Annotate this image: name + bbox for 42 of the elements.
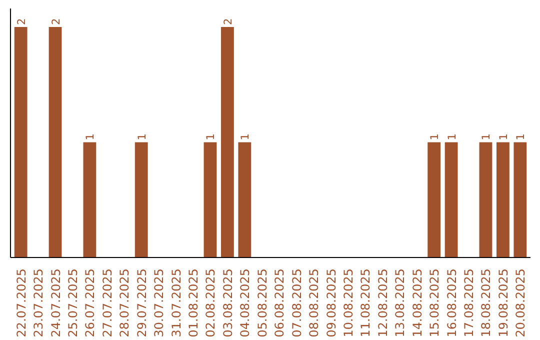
x-tick-label: 02.08.2025 (204, 268, 218, 338)
data-label: 1 (445, 133, 458, 140)
data-label: 1 (428, 133, 442, 140)
data-label: 1 (84, 133, 97, 140)
data-label: 2 (14, 18, 28, 25)
x-tick-label: 04.08.2025 (238, 268, 252, 338)
x-tick-label: 31.07.2025 (169, 268, 184, 338)
x-tick-label: 29.07.2025 (134, 268, 149, 338)
data-label: 2 (49, 18, 62, 25)
data-label: 1 (496, 133, 510, 140)
x-tick-label: 03.08.2025 (220, 268, 235, 338)
x-tick-label: 26.07.2025 (83, 268, 98, 338)
x-tick-label: 19.08.2025 (496, 268, 510, 338)
x-tick-label: 16.08.2025 (444, 268, 459, 338)
x-tick-label: 05.08.2025 (255, 268, 270, 338)
x-tick-label: 08.08.2025 (307, 268, 322, 338)
x-tick-label: 27.07.2025 (100, 268, 114, 338)
data-label: 1 (135, 133, 148, 140)
x-tick-label: 24.07.2025 (48, 268, 63, 338)
x-tick-label: 01.08.2025 (186, 268, 201, 338)
x-tick-label: 30.07.2025 (152, 268, 166, 338)
x-tick-label: 18.08.2025 (479, 268, 494, 338)
x-tick-label: 12.08.2025 (376, 268, 390, 338)
x-tick-label: 20.08.2025 (514, 268, 528, 338)
data-label: 2 (221, 18, 234, 25)
x-tick-label: 28.07.2025 (118, 268, 132, 338)
x-tick-label: 14.08.2025 (410, 268, 424, 338)
x-tick-label: 09.08.2025 (324, 268, 338, 338)
x-tick-label: 23.07.2025 (32, 268, 46, 338)
x-tick-label: 17.08.2025 (462, 268, 476, 338)
data-label: 1 (480, 133, 493, 140)
x-tick-label: 25.07.2025 (66, 268, 80, 338)
x-tick-label: 06.08.2025 (272, 268, 287, 338)
x-tick-label: 13.08.2025 (393, 268, 408, 338)
x-tick-label: 07.08.2025 (290, 268, 304, 338)
x-tick-label: 15.08.2025 (428, 268, 442, 338)
x-tick-label: 22.07.2025 (14, 268, 28, 338)
x-tick-label: 10.08.2025 (341, 268, 356, 338)
data-label: 1 (514, 133, 528, 140)
data-label: 1 (204, 133, 218, 140)
data-label: 1 (238, 133, 252, 140)
x-tick-label: 11.08.2025 (358, 268, 373, 338)
